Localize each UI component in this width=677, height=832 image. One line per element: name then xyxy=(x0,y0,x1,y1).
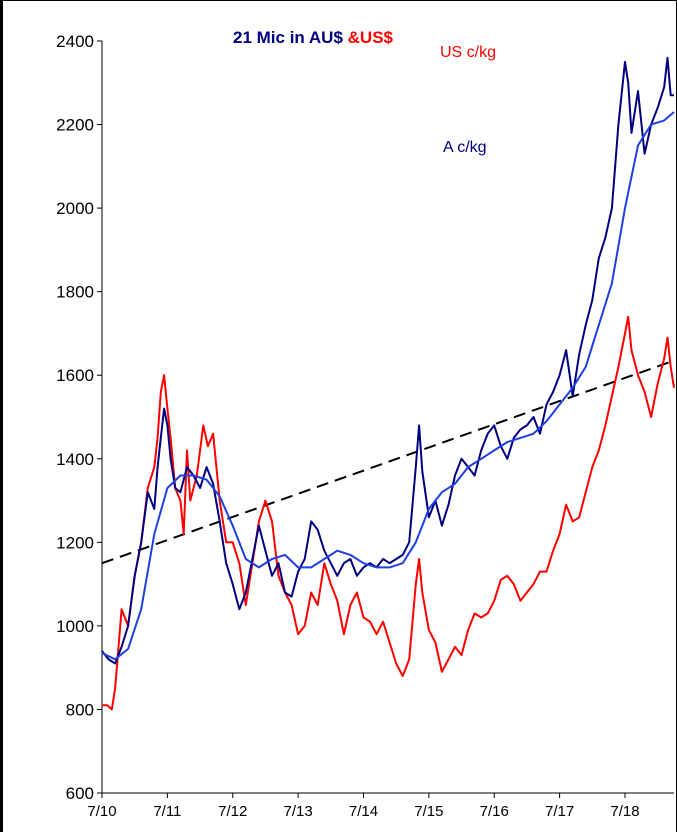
y-tick-label: 1400 xyxy=(56,450,94,469)
trend-line-group xyxy=(101,359,675,565)
wool-price-chart: 600 800 1000 1200 1400 1600 1800 2000 2200 2400 7… xyxy=(56,28,675,820)
y-tick-label: 2400 xyxy=(56,32,94,51)
y-tick-label: 1800 xyxy=(56,283,94,302)
x-tick-label: 7/15 xyxy=(414,803,443,820)
x-tick-label: 7/11 xyxy=(153,803,181,820)
x-tick-label: 7/12 xyxy=(218,803,247,820)
series-line-us xyxy=(102,315,675,711)
trend-line xyxy=(101,359,675,565)
y-axis: 600 800 1000 1200 1400 1600 1800 2000 2200 2400 xyxy=(56,32,103,803)
series-group xyxy=(101,56,675,711)
y-tick-label: 600 xyxy=(66,784,94,803)
chart-title-au: 21 Mic in AU$ xyxy=(233,28,348,47)
chart-title-us: &US$ xyxy=(348,28,394,47)
annotation-au-ckg: A c/kg xyxy=(443,139,487,156)
x-tick-label: 7/17 xyxy=(545,803,574,820)
y-tick-label: 1600 xyxy=(56,366,94,385)
x-tick-label: 7/10 xyxy=(87,803,116,820)
x-axis: 7/10 7/11 7/12 7/13 7/14 7/15 7/16 7/17 7/18 xyxy=(87,792,674,820)
x-tick-label: 7/13 xyxy=(284,803,313,820)
y-tick-label: 2000 xyxy=(56,199,94,218)
annotation-us-ckg: US c/kg xyxy=(440,44,496,61)
x-tick-label: 7/14 xyxy=(349,803,378,820)
series-line-au_ma xyxy=(101,111,675,661)
y-tick-label: 2200 xyxy=(56,116,94,135)
y-tick-label: 1000 xyxy=(56,617,94,636)
y-tick-label: 800 xyxy=(66,700,94,719)
x-tick-label: 7/18 xyxy=(610,803,639,820)
y-tick-label: 1200 xyxy=(56,533,94,552)
chart-title: 21 Mic in AU$ &US$ xyxy=(233,28,394,47)
x-tick-label: 7/16 xyxy=(480,803,509,820)
